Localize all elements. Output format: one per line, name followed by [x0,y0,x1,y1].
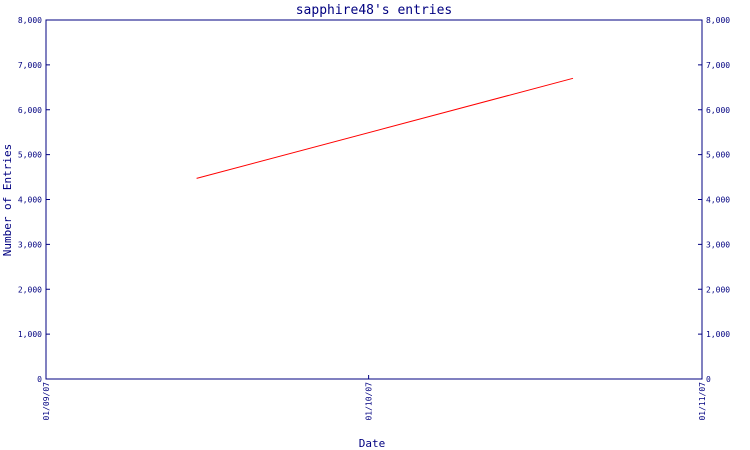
y-tick-label-right: 7,000 [706,61,730,70]
y-tick-label-right: 6,000 [706,106,730,115]
y-tick-label-right: 4,000 [706,196,730,205]
y-tick-label-left: 7,000 [18,61,42,70]
y-tick-label-right: 8,000 [706,16,730,25]
y-tick-label-right: 3,000 [706,240,730,249]
x-axis: 01/09/07 01/10/07 01/11/07 [42,375,707,421]
x-tick-label: 01/09/07 [42,382,51,421]
y-tick-label-right: 0 [706,375,711,384]
series-line [196,77,574,179]
y-axis-title: Number of Entries [1,144,14,257]
y-tick-label-left: 8,000 [18,16,42,25]
y-tick-label-left: 5,000 [18,151,42,160]
y-tick-label-left: 6,000 [18,106,42,115]
series-layer [196,77,574,179]
y-tick-label-left: 1,000 [18,330,42,339]
x-tick-label: 01/10/07 [365,382,374,421]
y-tick-label-right: 2,000 [706,285,730,294]
y-tick-label-right: 1,000 [706,330,730,339]
y-tick-label-left: 4,000 [18,196,42,205]
y-tick-label-left: 2,000 [18,285,42,294]
x-axis-title: Date [359,437,386,450]
plot-border [45,19,703,380]
plot-area [45,19,703,380]
y-tick-label-right: 5,000 [706,151,730,160]
chart-title: sapphire48's entries [296,3,453,18]
y-tick-label-left: 3,000 [18,240,42,249]
y-axis-right: 0 1,000 2,000 3,000 4,000 5,000 6,000 7,000 8,00… [698,16,730,384]
x-tick-label: 01/11/07 [698,382,707,421]
y-axis-left: 0 1,000 2,000 3,000 4,000 5,000 6,000 7,000 8,00… [18,16,50,384]
y-tick-label-left: 0 [37,375,42,384]
